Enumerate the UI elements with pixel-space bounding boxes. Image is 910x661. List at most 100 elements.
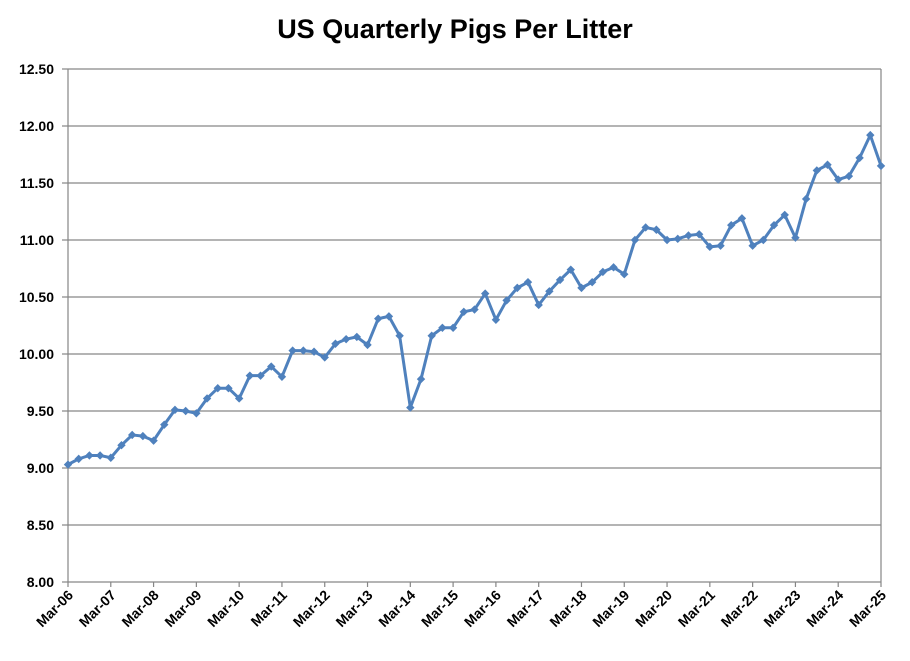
data-point	[416, 374, 426, 384]
x-tick-label: Mar-06	[33, 587, 76, 630]
data-point	[769, 220, 779, 230]
data-point	[855, 153, 864, 163]
x-tick-label: Mar-14	[375, 587, 418, 630]
data-point	[523, 277, 533, 287]
data-point	[480, 289, 490, 298]
data-point	[181, 406, 190, 416]
data-point	[694, 230, 704, 239]
data-point	[684, 231, 693, 240]
data-point	[277, 372, 287, 381]
axes	[62, 68, 882, 587]
data-point	[384, 312, 394, 321]
data-point	[598, 267, 608, 277]
data-point	[395, 331, 404, 340]
data-point	[192, 409, 201, 418]
data-point	[834, 175, 843, 184]
data-point	[737, 214, 747, 223]
data-point	[170, 405, 180, 415]
data-point	[823, 160, 832, 169]
data-point	[224, 384, 233, 393]
x-tick-label: Mar-10	[204, 587, 247, 630]
data-point	[320, 353, 329, 362]
x-tick-label: Mar-21	[675, 587, 718, 630]
data-point	[127, 430, 137, 440]
data-point	[791, 233, 800, 242]
x-tick-label: Mar-25	[846, 587, 889, 630]
y-tick-label: 9.50	[27, 403, 54, 419]
data-point	[534, 300, 543, 310]
data-point	[641, 223, 650, 232]
data-point	[352, 332, 362, 342]
data-point	[662, 235, 672, 245]
data-point	[459, 307, 469, 317]
y-tick-label: 11.00	[20, 232, 54, 248]
y-tick-label: 10.00	[19, 346, 54, 362]
data-point	[502, 296, 511, 305]
data-point	[117, 441, 126, 450]
data-point	[149, 436, 158, 445]
x-tick-label: Mar-11	[247, 587, 290, 630]
y-tick-label: 12.00	[19, 118, 54, 134]
x-tick-label: Mar-13	[332, 587, 375, 630]
x-tick-label: Mar-07	[76, 587, 119, 630]
data-point	[267, 362, 276, 371]
data-point	[866, 130, 875, 140]
data-point	[844, 171, 854, 181]
x-tick-label: Mar-15	[418, 587, 461, 630]
x-tick-label: Mar-18	[546, 587, 589, 630]
data-point	[876, 161, 886, 171]
chart-title: US Quarterly Pigs Per Litter	[277, 14, 633, 44]
x-tick-label: Mar-08	[118, 587, 161, 630]
data-point	[406, 403, 415, 412]
x-tick-labels: Mar-06 Mar-07 Mar-08 Mar-09 Mar-10 Mar-11 Mar-…	[33, 587, 889, 630]
x-tick-label: Mar-12	[290, 587, 333, 630]
y-tick-label: 10.50	[19, 289, 54, 305]
data-point	[299, 346, 308, 355]
y-tick-labels: 8.00 8.50 9.00 9.50 10.00 10.50 11.00 11.50 12.0…	[19, 61, 54, 590]
series-line	[67, 133, 883, 466]
data-point	[545, 287, 554, 296]
data-point	[727, 220, 736, 230]
data-point	[577, 283, 586, 293]
data-point	[780, 210, 789, 220]
data-point	[427, 331, 436, 340]
data-point	[759, 235, 768, 245]
data-point	[587, 277, 597, 287]
data-point	[513, 283, 522, 293]
x-tick-label: Mar-22	[718, 587, 761, 630]
data-point	[566, 265, 575, 274]
y-tick-label: 9.00	[27, 460, 54, 476]
x-tick-label: Mar-17	[504, 587, 547, 630]
data-point	[438, 323, 447, 332]
data-point	[85, 451, 94, 460]
data-point	[234, 394, 244, 403]
data-point	[309, 347, 319, 356]
data-point	[202, 394, 212, 403]
x-tick-label: Mar-19	[589, 587, 632, 630]
data-point	[620, 270, 629, 279]
data-point	[363, 340, 372, 350]
x-tick-label: Mar-20	[632, 587, 675, 630]
x-tick-label: Mar-24	[803, 587, 846, 630]
data-point	[748, 241, 757, 250]
data-point	[374, 314, 383, 323]
data-point	[716, 241, 725, 250]
data-point	[555, 275, 565, 285]
data-point	[341, 334, 351, 344]
data-point	[160, 420, 169, 429]
data-point	[213, 384, 222, 393]
data-point	[138, 431, 148, 441]
data-point	[288, 346, 297, 355]
grid-lines	[68, 68, 881, 526]
y-tick-label: 12.50	[19, 61, 54, 77]
data-point	[801, 194, 811, 204]
y-tick-label: 11.50	[20, 175, 54, 191]
data-point	[673, 234, 682, 244]
data-point	[491, 315, 501, 324]
data-point	[331, 339, 340, 348]
data-point	[705, 242, 715, 252]
data-point	[106, 453, 115, 462]
x-tick-label: Mar-23	[760, 587, 803, 630]
data-point	[609, 263, 618, 272]
